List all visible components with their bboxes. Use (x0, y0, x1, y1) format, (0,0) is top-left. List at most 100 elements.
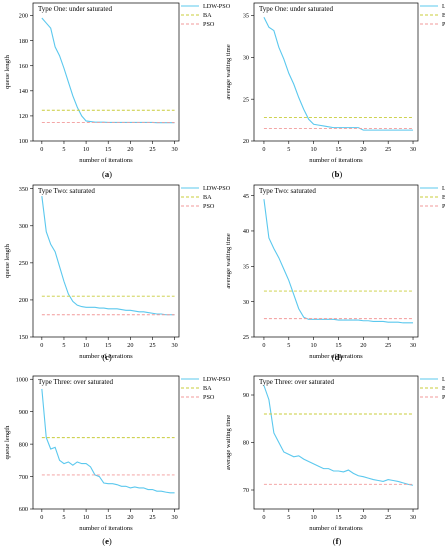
legend-label-ba: BA (203, 385, 212, 392)
x-tick-label: 25 (385, 342, 391, 349)
panel-title: Type One: under saturated (38, 5, 112, 13)
y-tick-label: 1000 (16, 376, 28, 383)
y-tick-label: 90 (243, 392, 249, 399)
y-tick-label: 40 (243, 228, 249, 235)
panel-letter: (f) (333, 536, 342, 546)
y-tick-label: 30 (243, 299, 249, 306)
y-tick-label: 250 (19, 260, 28, 267)
x-tick-label: 15 (105, 514, 111, 521)
legend-label-ba: BA (442, 194, 445, 201)
y-tick-label: 800 (19, 441, 28, 448)
chart-panel-c: 0 5 10 15 20 25 30 150 200 250 300 350 number of ite… (4, 184, 231, 362)
x-tick-label: 5 (62, 146, 65, 153)
series-line-ldw-pso (41, 196, 175, 316)
x-tick-label: 20 (127, 146, 133, 153)
series-line-ldw-pso (41, 17, 175, 124)
x-tick-label: 30 (171, 514, 177, 521)
x-tick-label: 30 (410, 342, 416, 349)
x-axis-label: number of iterations (79, 353, 133, 360)
legend-label-pso: PSO (442, 203, 445, 210)
x-tick-label: 20 (127, 342, 133, 349)
x-tick-label: 5 (287, 146, 290, 153)
legend-label-ba: BA (203, 12, 212, 19)
x-axis-label: number of iterations (309, 525, 363, 532)
y-tick-label: 160 (19, 63, 28, 70)
panel-title: Type One: under saturated (259, 5, 333, 13)
y-tick-label: 20 (243, 138, 249, 145)
panel-letter: (d) (332, 352, 343, 362)
y-tick-label: 900 (19, 409, 28, 416)
y-axis-label: queue length (4, 425, 11, 460)
y-tick-label: 700 (19, 474, 28, 481)
plot-frame (32, 2, 180, 142)
y-axis-label: average waiting time (225, 44, 232, 99)
x-tick-label: 15 (335, 342, 341, 349)
plot-frame (32, 184, 180, 338)
legend-label-ba: BA (442, 385, 445, 392)
chart-panel-f: 0 5 10 15 20 25 30 70 80 90 number of iterations av… (225, 375, 445, 546)
x-tick-label: 30 (171, 342, 177, 349)
x-tick-label: 25 (385, 514, 391, 521)
series-line-ldw-pso (263, 385, 414, 486)
series-line-ldw-pso (263, 16, 414, 131)
legend-label-ldw-pso: LDW-PSO (442, 3, 445, 10)
panel-title: Type Three: over saturated (259, 378, 334, 386)
series-line-ldw-pso (263, 199, 414, 324)
x-tick-label: 20 (360, 146, 366, 153)
x-tick-label: 25 (149, 514, 155, 521)
legend-label-pso: PSO (442, 21, 445, 28)
y-tick-label: 80 (243, 440, 249, 447)
y-tick-label: 35 (243, 13, 249, 20)
x-tick-label: 10 (311, 342, 317, 349)
y-axis-label: queue length (4, 243, 11, 278)
y-tick-label: 300 (19, 223, 28, 230)
x-tick-label: 5 (62, 514, 65, 521)
y-tick-label: 25 (243, 96, 249, 103)
y-tick-label: 180 (19, 38, 28, 45)
legend-label-pso: PSO (203, 21, 215, 28)
y-tick-label: 140 (19, 88, 28, 95)
x-tick-label: 5 (287, 514, 290, 521)
legend-label-ba: BA (442, 12, 445, 19)
y-tick-label: 350 (19, 186, 28, 193)
chart-panel-a: 0 5 10 15 20 25 30 100 120 140 160 180 200 number of … (4, 2, 231, 179)
y-tick-label: 100 (19, 138, 28, 145)
x-tick-label: 20 (360, 514, 366, 521)
legend-label-ba: BA (203, 194, 212, 201)
panel-title: Type Two: saturated (38, 187, 95, 195)
y-tick-label: 200 (19, 297, 28, 304)
y-axis-label: average waiting time (225, 415, 232, 470)
legend-label-ldw-pso: LDW-PSO (442, 185, 445, 192)
y-tick-label: 120 (19, 113, 28, 120)
plot-frame (253, 184, 419, 338)
x-tick-label: 0 (40, 146, 43, 153)
x-tick-label: 25 (385, 146, 391, 153)
x-tick-label: 20 (127, 514, 133, 521)
y-tick-label: 25 (243, 334, 249, 341)
x-tick-label: 20 (360, 342, 366, 349)
x-tick-label: 15 (335, 514, 341, 521)
panel-letter: (b) (332, 169, 343, 179)
x-tick-label: 15 (105, 146, 111, 153)
x-tick-label: 30 (410, 514, 416, 521)
x-tick-label: 0 (40, 514, 43, 521)
x-tick-label: 0 (262, 342, 265, 349)
x-axis-label: number of iterations (309, 353, 363, 360)
x-tick-label: 0 (262, 514, 265, 521)
x-tick-label: 0 (40, 342, 43, 349)
chart-panel-b: 0 5 10 15 20 25 30 20 25 30 35 number of iterations… (225, 2, 445, 179)
x-axis-label: number of iterations (79, 525, 133, 532)
x-tick-label: 15 (105, 342, 111, 349)
x-tick-label: 10 (311, 514, 317, 521)
x-tick-label: 30 (171, 146, 177, 153)
y-tick-label: 45 (243, 193, 249, 200)
x-tick-label: 30 (410, 146, 416, 153)
x-tick-label: 10 (83, 514, 89, 521)
x-axis-label: number of iterations (79, 157, 133, 164)
y-axis-label: average waiting time (225, 233, 232, 288)
x-tick-label: 10 (83, 146, 89, 153)
x-tick-label: 15 (335, 146, 341, 153)
legend-label-pso: PSO (203, 203, 215, 210)
legend-label-pso: PSO (203, 394, 215, 401)
